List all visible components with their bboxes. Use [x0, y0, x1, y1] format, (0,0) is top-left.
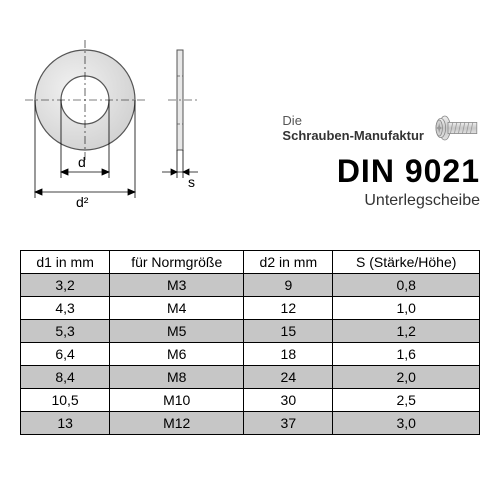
- col-norm: für Normgröße: [110, 251, 244, 274]
- col-d2: d2 in mm: [244, 251, 333, 274]
- table-cell: 37: [244, 412, 333, 435]
- subtitle: Unterlegscheibe: [260, 192, 480, 210]
- table-cell: M8: [110, 366, 244, 389]
- table-cell: 18: [244, 343, 333, 366]
- table-cell: 6,4: [21, 343, 110, 366]
- din-title: DIN 9021: [260, 153, 480, 190]
- table-cell: 24: [244, 366, 333, 389]
- table-row: 8,4M8242,0: [21, 366, 480, 389]
- table-cell: M4: [110, 297, 244, 320]
- table-cell: 15: [244, 320, 333, 343]
- table-cell: 12: [244, 297, 333, 320]
- table-cell: 30: [244, 389, 333, 412]
- brand-line1: Die: [282, 113, 424, 128]
- table-cell: 2,5: [333, 389, 480, 412]
- brand-line2: Schrauben-Manufaktur: [282, 128, 424, 143]
- table-row: 13M12373,0: [21, 412, 480, 435]
- table-cell: 1,0: [333, 297, 480, 320]
- brand-block: Die Schrauben-Manufaktur: [260, 111, 480, 145]
- col-s: S (Stärke/Höhe): [333, 251, 480, 274]
- table-cell: 1,2: [333, 320, 480, 343]
- table-cell: M10: [110, 389, 244, 412]
- table-row: 6,4M6181,6: [21, 343, 480, 366]
- table-cell: 8,4: [21, 366, 110, 389]
- table-cell: 9: [244, 274, 333, 297]
- dim-d-label: d: [78, 154, 86, 170]
- table-cell: 13: [21, 412, 110, 435]
- table-cell: 10,5: [21, 389, 110, 412]
- table-row: 4,3M4121,0: [21, 297, 480, 320]
- table-cell: 0,8: [333, 274, 480, 297]
- table-cell: M3: [110, 274, 244, 297]
- table-cell: M5: [110, 320, 244, 343]
- table-cell: 2,0: [333, 366, 480, 389]
- table-cell: 5,3: [21, 320, 110, 343]
- table-row: 5,3M5151,2: [21, 320, 480, 343]
- table-row: 3,2M390,8: [21, 274, 480, 297]
- dim-d2-label: d²: [76, 194, 88, 210]
- screw-icon: [432, 111, 480, 145]
- table-header-row: d1 in mm für Normgröße d2 in mm S (Stärk…: [21, 251, 480, 274]
- table-cell: 3,2: [21, 274, 110, 297]
- dim-s-label: s: [188, 174, 195, 190]
- table-row: 10,5M10302,5: [21, 389, 480, 412]
- table-cell: 4,3: [21, 297, 110, 320]
- table-cell: 3,0: [333, 412, 480, 435]
- col-d1: d1 in mm: [21, 251, 110, 274]
- table-cell: M12: [110, 412, 244, 435]
- washer-technical-diagram: d d² s: [20, 40, 250, 220]
- spec-table: d1 in mm für Normgröße d2 in mm S (Stärk…: [20, 250, 480, 435]
- table-cell: M6: [110, 343, 244, 366]
- table-cell: 1,6: [333, 343, 480, 366]
